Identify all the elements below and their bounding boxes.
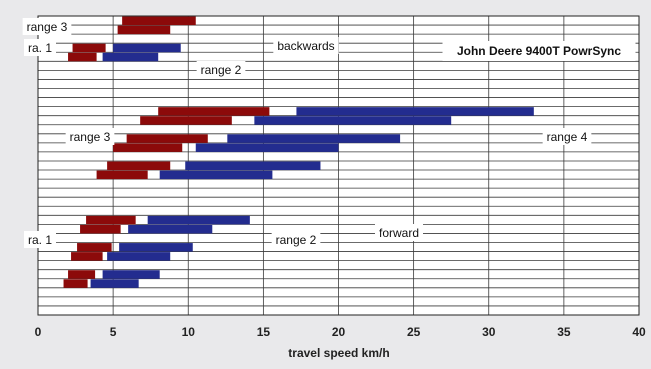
blue-bar (128, 224, 213, 234)
annotation-label: ra. 1 (28, 41, 52, 55)
x-tick-label: 20 (332, 325, 346, 339)
x-tick-labels: 0 5 10 15 20 25 30 35 40 (35, 325, 646, 339)
red-bar (72, 43, 106, 53)
annotation-box (23, 39, 57, 56)
red-bar (68, 270, 96, 279)
blue-bar (227, 134, 401, 143)
annotation-label: backwards (277, 39, 334, 53)
blue-bar (296, 107, 534, 116)
red-bar (140, 116, 232, 125)
blue-bar (185, 161, 321, 171)
red-bar (158, 107, 270, 116)
bar-group (63, 16, 534, 288)
red-bar (122, 16, 196, 26)
x-tick-label: 35 (557, 325, 571, 339)
red-bar (113, 143, 183, 152)
blue-bar (119, 243, 193, 252)
annotation-label: range 4 (547, 130, 588, 144)
blue-bar (147, 215, 250, 225)
title-box (442, 41, 636, 61)
red-bar (96, 170, 148, 180)
annotation-box (22, 18, 72, 35)
annotation-box (65, 128, 115, 145)
x-tick-label: 0 (35, 325, 42, 339)
annotation-label: range 2 (276, 233, 317, 247)
annotation-group: range 3 ra. 1 backwards range 2 range 3 range… (22, 18, 636, 248)
annotation-label: forward (379, 226, 419, 240)
blue-bar (102, 52, 159, 62)
blue-bar (195, 143, 339, 152)
plot-frame (37, 15, 640, 316)
blue-bar (107, 252, 171, 261)
x-tick-label: 30 (482, 325, 496, 339)
x-tick-label: 10 (182, 325, 196, 339)
blue-bar (113, 43, 181, 53)
red-bar (63, 279, 88, 288)
x-axis-label: travel speed km/h (288, 346, 389, 360)
red-bar (126, 134, 208, 143)
red-bar (117, 25, 171, 35)
blue-bar (90, 279, 139, 288)
annotation-box (542, 128, 592, 145)
blue-bar (159, 170, 273, 180)
annotation-box (196, 61, 246, 78)
blue-bar (102, 270, 160, 279)
x-tick-label: 25 (407, 325, 421, 339)
chart-title: John Deere 9400T PowrSync (457, 44, 621, 58)
red-bar (80, 224, 121, 234)
x-tick-label: 15 (257, 325, 271, 339)
annotation-label: ra. 1 (28, 233, 52, 247)
x-tick-label: 5 (110, 325, 117, 339)
blue-bar (254, 116, 452, 125)
annotation-label: range 3 (70, 130, 111, 144)
red-bar (107, 161, 171, 171)
annotation-box (23, 231, 57, 248)
annotation-box (271, 231, 321, 248)
annotation-box (273, 37, 339, 54)
red-bar (77, 243, 112, 252)
x-tick-label: 40 (632, 325, 646, 339)
annotation-label: range 3 (27, 20, 68, 34)
red-bar (68, 52, 97, 62)
red-bar (86, 215, 136, 225)
annotation-label: range 2 (201, 63, 242, 77)
annotation-box (374, 224, 424, 241)
red-bar (71, 252, 103, 261)
